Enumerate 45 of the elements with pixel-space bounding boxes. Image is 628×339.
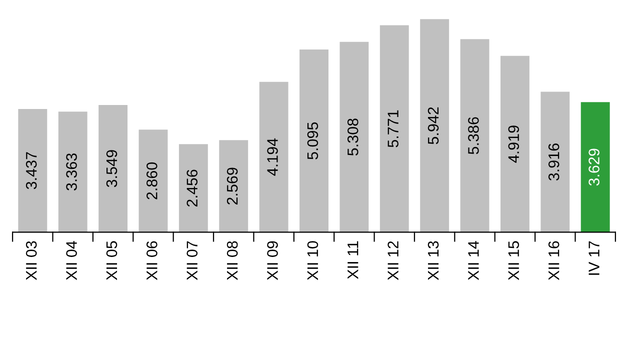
data-label: 3.916 bbox=[548, 144, 560, 181]
bar bbox=[219, 140, 248, 232]
bar bbox=[460, 39, 490, 232]
x-tick-label: XII 11 bbox=[348, 241, 358, 279]
bar bbox=[178, 144, 208, 232]
data-label: 2.860 bbox=[146, 162, 158, 200]
bar bbox=[340, 42, 369, 232]
data-label: 2.569 bbox=[226, 168, 238, 204]
bar bbox=[98, 104, 128, 232]
bar bbox=[580, 102, 610, 232]
data-label: 4.919 bbox=[508, 126, 520, 163]
x-tick-label: XII 15 bbox=[508, 241, 520, 280]
x-tick-label: XII 14 bbox=[468, 240, 479, 280]
x-tick-label: XII 04 bbox=[66, 240, 77, 280]
data-label: 3.629 bbox=[588, 148, 600, 186]
bar bbox=[58, 112, 88, 232]
x-tick-label: XII 05 bbox=[106, 241, 118, 280]
x-tick-label: XII 09 bbox=[267, 241, 278, 280]
bar bbox=[138, 130, 168, 232]
x-tick-label: XII 12 bbox=[388, 241, 398, 280]
bar bbox=[540, 92, 570, 232]
data-label: 5.308 bbox=[347, 118, 358, 156]
data-label: 5.095 bbox=[307, 122, 318, 160]
x-tick-label: XII 13 bbox=[428, 241, 439, 280]
data-label: 3.363 bbox=[66, 153, 77, 190]
x-tick-label: XII 06 bbox=[146, 241, 158, 280]
data-label: 3.549 bbox=[106, 150, 118, 188]
bar bbox=[18, 108, 48, 232]
x-tick-label: XII 16 bbox=[548, 241, 560, 280]
data-label: 5.942 bbox=[428, 107, 439, 144]
data-label: 5.386 bbox=[468, 117, 479, 154]
bar bbox=[420, 19, 450, 232]
x-tick-label: XII 03 bbox=[26, 241, 37, 280]
data-label: 5.771 bbox=[388, 110, 398, 148]
data-label: 2.456 bbox=[186, 170, 198, 207]
x-tick-label: XII 07 bbox=[186, 241, 198, 280]
data-label: 4.194 bbox=[267, 138, 278, 176]
bar bbox=[380, 25, 409, 232]
x-tick-label: XII 08 bbox=[226, 241, 238, 280]
data-label: 3.437 bbox=[26, 152, 37, 190]
x-tick-label: XII 10 bbox=[307, 241, 318, 280]
x-tick-label: IV 17 bbox=[588, 241, 600, 275]
bar bbox=[300, 50, 328, 232]
bar bbox=[259, 82, 288, 232]
bar bbox=[500, 56, 530, 232]
